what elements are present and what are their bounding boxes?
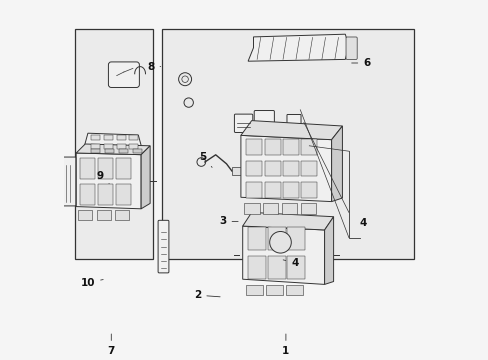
Bar (162, 29, 413, 259)
Bar (98, 158, 113, 179)
Bar (267, 256, 285, 279)
Circle shape (269, 231, 291, 253)
Bar (104, 135, 113, 140)
Bar (80, 184, 95, 205)
FancyBboxPatch shape (297, 139, 309, 154)
Bar (263, 203, 278, 214)
FancyBboxPatch shape (346, 37, 356, 59)
Circle shape (178, 73, 191, 86)
Polygon shape (76, 144, 150, 155)
Bar (117, 135, 125, 140)
Bar (116, 158, 131, 179)
Bar (286, 227, 305, 251)
Text: 1: 1 (282, 334, 289, 356)
Bar (266, 285, 282, 295)
Polygon shape (242, 212, 333, 230)
Polygon shape (76, 153, 141, 209)
Bar (264, 182, 280, 198)
FancyBboxPatch shape (59, 157, 76, 206)
Bar (247, 227, 265, 251)
Text: 3: 3 (219, 216, 238, 226)
Circle shape (183, 98, 193, 107)
Text: 8: 8 (147, 62, 161, 72)
Polygon shape (241, 121, 342, 140)
Bar (117, 144, 125, 149)
Bar (116, 184, 131, 205)
Polygon shape (324, 217, 333, 284)
Polygon shape (331, 126, 342, 202)
Polygon shape (141, 146, 150, 209)
Bar (91, 135, 101, 140)
Bar (264, 139, 280, 155)
Bar (244, 203, 259, 214)
Bar (91, 144, 101, 149)
Bar (78, 210, 92, 220)
Text: 9: 9 (97, 171, 109, 184)
Bar (104, 144, 113, 149)
Bar (129, 135, 138, 140)
Bar (246, 139, 262, 155)
Bar (282, 161, 298, 176)
Text: 7: 7 (107, 334, 115, 356)
Bar (301, 161, 317, 176)
Bar (286, 285, 302, 295)
Text: 10: 10 (81, 278, 103, 288)
FancyBboxPatch shape (254, 111, 274, 132)
Bar (282, 182, 298, 198)
Text: 6: 6 (351, 58, 370, 68)
Bar (282, 203, 296, 214)
Bar (282, 139, 298, 155)
Bar (246, 285, 262, 295)
Bar (97, 210, 110, 220)
Bar (246, 161, 262, 176)
Bar (119, 149, 127, 153)
Bar (80, 158, 95, 179)
FancyBboxPatch shape (158, 220, 168, 273)
Bar (132, 149, 141, 153)
Bar (300, 203, 315, 214)
Bar (301, 139, 317, 155)
Text: 5: 5 (199, 152, 212, 167)
Bar (267, 227, 285, 251)
Bar (75, 29, 152, 259)
Bar (91, 149, 101, 153)
FancyBboxPatch shape (234, 114, 252, 132)
Text: 2: 2 (194, 290, 220, 300)
Bar (286, 256, 305, 279)
Bar (115, 210, 129, 220)
Polygon shape (242, 226, 324, 284)
FancyBboxPatch shape (286, 114, 301, 130)
Bar (264, 161, 280, 176)
Polygon shape (247, 34, 348, 61)
Text: 4: 4 (283, 258, 298, 268)
Bar (231, 167, 241, 175)
Bar (247, 256, 265, 279)
Polygon shape (82, 133, 143, 155)
FancyBboxPatch shape (108, 62, 139, 87)
Text: 4: 4 (359, 218, 366, 228)
Bar (98, 184, 113, 205)
Bar (105, 149, 114, 153)
Polygon shape (241, 135, 331, 202)
Bar (246, 182, 262, 198)
Bar (301, 182, 317, 198)
Bar (129, 144, 138, 149)
